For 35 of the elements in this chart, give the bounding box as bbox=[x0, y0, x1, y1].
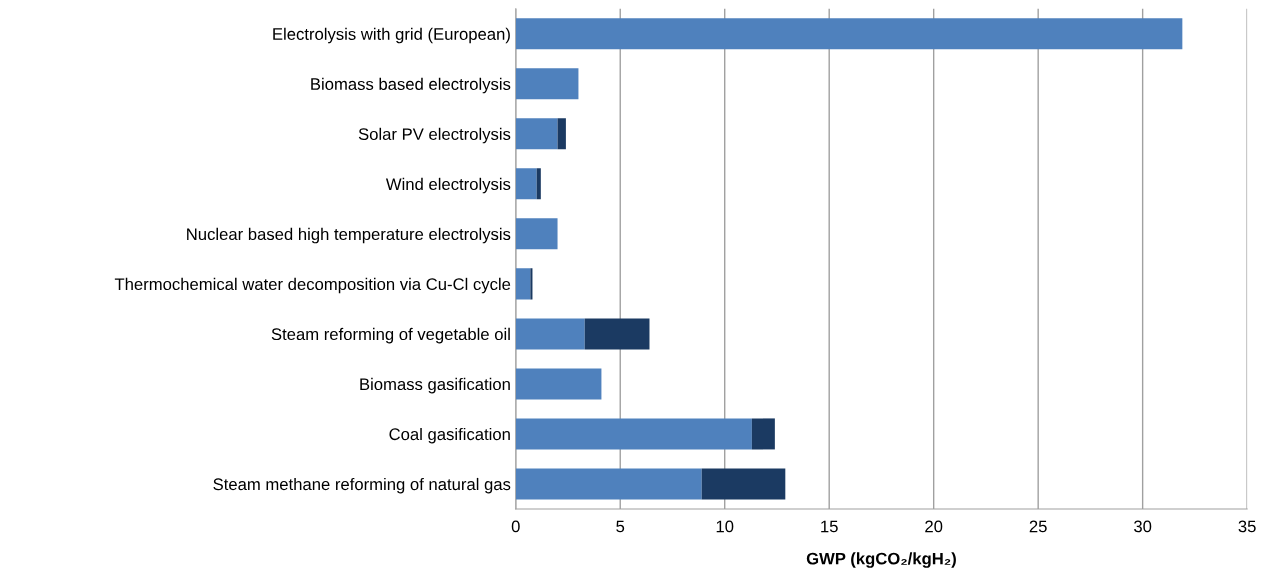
y-tick-label: Nuclear based high temperature electrolysis bbox=[187, 227, 511, 244]
bar bbox=[515, 168, 537, 200]
bar bbox=[515, 418, 752, 450]
x-tick-label: 0 bbox=[511, 520, 520, 533]
y-tick-label: Steam reforming of vegetable oil bbox=[271, 327, 510, 344]
bar bbox=[536, 168, 541, 200]
bar bbox=[515, 268, 531, 300]
y-tick-label: Biomass based electrolysis bbox=[311, 77, 511, 94]
y-tick-label: Electrolysis with grid (European) bbox=[273, 27, 510, 44]
y-tick-label: Coal gasification bbox=[389, 427, 510, 444]
bar bbox=[557, 118, 566, 150]
x-tick-label: 10 bbox=[716, 520, 734, 533]
x-tick-label: 25 bbox=[1029, 520, 1047, 533]
x-tick-label: 35 bbox=[1238, 520, 1256, 533]
y-tick-label: Steam methane reforming of natural gas bbox=[213, 477, 511, 494]
bar bbox=[584, 318, 650, 350]
bar bbox=[515, 118, 558, 150]
x-tick-label: 20 bbox=[925, 520, 943, 533]
x-tick-label: 5 bbox=[616, 520, 625, 533]
bar bbox=[515, 468, 702, 500]
y-tick-label: Biomass gasification bbox=[360, 377, 510, 394]
bar bbox=[515, 68, 579, 100]
x-tick-label: 15 bbox=[821, 520, 838, 533]
y-tick-label: Wind electrolysis bbox=[385, 177, 511, 194]
bar bbox=[701, 468, 786, 500]
x-tick-label: 30 bbox=[1134, 520, 1152, 533]
bar bbox=[515, 318, 585, 350]
bar bbox=[515, 18, 1183, 50]
bar bbox=[515, 368, 602, 400]
bar bbox=[530, 268, 533, 300]
bar bbox=[751, 418, 775, 450]
y-tick-label: Thermochemical water decomposition via Cu-Cl cycle bbox=[114, 277, 511, 294]
x-axis-title: GWP (kgCO₂/kgH₂) bbox=[806, 552, 956, 568]
y-tick-label: Solar PV electrolysis bbox=[358, 127, 511, 144]
bar bbox=[515, 218, 558, 250]
